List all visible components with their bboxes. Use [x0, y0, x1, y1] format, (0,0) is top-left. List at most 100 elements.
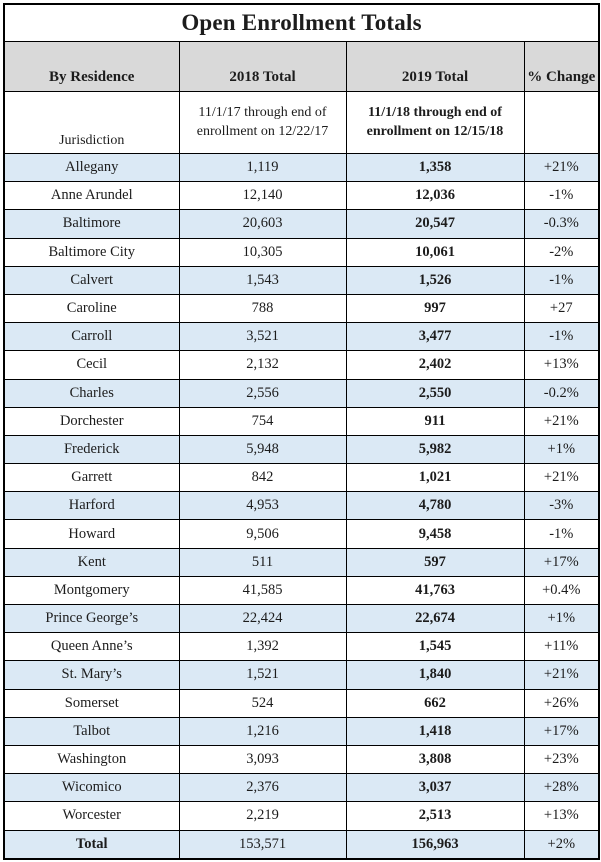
table-row: Washington 3,093 3,808 +23% — [3, 744, 600, 775]
total-2018-cell: 788 — [178, 293, 347, 324]
pct-change-cell: +21% — [523, 660, 600, 690]
total-2018-cell: 20,603 — [178, 209, 347, 239]
total-2018-cell: 1,543 — [178, 265, 347, 295]
total-2019-cell: 2,513 — [345, 801, 525, 831]
jurisdiction-cell: Montgomery — [3, 575, 180, 606]
total-row: Total 153,571 156,963 +2% — [3, 829, 600, 860]
total-2018-cell: 2,132 — [178, 350, 347, 380]
pct-change-cell: +0.4% — [523, 575, 600, 606]
pct-change-cell: +13% — [523, 350, 600, 380]
pct-change-cell: +17% — [523, 547, 600, 577]
total-2019-cell: 997 — [345, 293, 525, 324]
pct-change-cell: +1% — [523, 603, 600, 634]
table-row: Anne Arundel 12,140 12,036 -1% — [3, 181, 600, 211]
pct-change-cell: +11% — [523, 632, 600, 662]
empty-cell — [523, 91, 600, 154]
table-row: Dorchester 754 911 +21% — [3, 406, 600, 436]
jurisdiction-cell: Garrett — [3, 463, 180, 493]
total-2019-cell: 1,545 — [345, 632, 525, 662]
date-range-2019-note: 11/1/18 through end of enrollment on 12/… — [345, 91, 525, 154]
total-2018-cell: 1,521 — [178, 660, 347, 690]
title-row: Open Enrollment Totals — [3, 3, 600, 42]
table-row: Calvert 1,543 1,526 -1% — [3, 265, 600, 295]
table-row: Baltimore City 10,305 10,061 -2% — [3, 237, 600, 267]
jurisdiction-cell: Prince George’s — [3, 603, 180, 634]
table-row: Baltimore 20,603 20,547 -0.3% — [3, 209, 600, 239]
total-2018-cell: 842 — [178, 463, 347, 493]
total-2018-cell: 1,119 — [178, 152, 347, 183]
table-row: Talbot 1,216 1,418 +17% — [3, 716, 600, 746]
column-header-row: By Residence 2018 Total 2019 Total % Cha… — [3, 41, 600, 92]
jurisdiction-cell: Wicomico — [3, 773, 180, 803]
total-2018-cell: 5,948 — [178, 434, 347, 465]
pct-change-cell: -2% — [523, 237, 600, 267]
total-2018-cell: 3,521 — [178, 322, 347, 352]
date-range-2018-note: 11/1/17 through end of enrollment on 12/… — [178, 91, 347, 154]
total-2019-cell: 10,061 — [345, 237, 525, 267]
total-2018-cell: 12,140 — [178, 181, 347, 211]
table-row: Worcester 2,219 2,513 +13% — [3, 801, 600, 831]
table-row: Wicomico 2,376 3,037 +28% — [3, 773, 600, 803]
total-2019-cell: 5,982 — [345, 434, 525, 465]
total-2018-cell: 2,219 — [178, 801, 347, 831]
jurisdiction-cell: Washington — [3, 744, 180, 775]
total-2018-cell: 1,392 — [178, 632, 347, 662]
jurisdiction-cell: Calvert — [3, 265, 180, 295]
pct-change-cell: +21% — [523, 406, 600, 436]
total-2018-cell: 4,953 — [178, 491, 347, 521]
jurisdiction-cell: Carroll — [3, 322, 180, 352]
total-2018-cell: 1,216 — [178, 716, 347, 746]
total-2019-cell: 1,526 — [345, 265, 525, 295]
total-2019-cell: 3,477 — [345, 322, 525, 352]
total-2019-cell: 3,037 — [345, 773, 525, 803]
total-2019-cell: 2,550 — [345, 378, 525, 408]
total-2018-sum: 153,571 — [178, 829, 347, 860]
jurisdiction-cell: Caroline — [3, 293, 180, 324]
total-2019-cell: 2,402 — [345, 350, 525, 380]
total-2019-cell: 9,458 — [345, 519, 525, 549]
jurisdiction-cell: Somerset — [3, 688, 180, 718]
jurisdiction-cell: Cecil — [3, 350, 180, 380]
pct-change-cell: -1% — [523, 322, 600, 352]
pct-change-cell: -3% — [523, 491, 600, 521]
total-2019-cell: 911 — [345, 406, 525, 436]
jurisdiction-cell: Talbot — [3, 716, 180, 746]
total-2019-cell: 597 — [345, 547, 525, 577]
page-title: Open Enrollment Totals — [3, 3, 600, 42]
total-2019-cell: 662 — [345, 688, 525, 718]
total-label: Total — [3, 829, 180, 860]
table-row: Charles 2,556 2,550 -0.2% — [3, 378, 600, 408]
table-row: Queen Anne’s 1,392 1,545 +11% — [3, 632, 600, 662]
jurisdiction-cell: Charles — [3, 378, 180, 408]
total-2019-cell: 1,840 — [345, 660, 525, 690]
table-row: St. Mary’s 1,521 1,840 +21% — [3, 660, 600, 690]
total-2018-cell: 10,305 — [178, 237, 347, 267]
pct-change-cell: +1% — [523, 434, 600, 465]
jurisdiction-cell: St. Mary’s — [3, 660, 180, 690]
pct-change-cell: -1% — [523, 265, 600, 295]
pct-change-cell: +27 — [523, 293, 600, 324]
table-row: Carroll 3,521 3,477 -1% — [3, 322, 600, 352]
pct-change-cell: +17% — [523, 716, 600, 746]
table-row: Howard 9,506 9,458 -1% — [3, 519, 600, 549]
pct-change-cell: +21% — [523, 463, 600, 493]
pct-change-cell: +28% — [523, 773, 600, 803]
column-header-by-residence: By Residence — [3, 41, 180, 92]
total-2018-cell: 22,424 — [178, 603, 347, 634]
table-row: Kent 511 597 +17% — [3, 547, 600, 577]
jurisdiction-cell: Baltimore — [3, 209, 180, 239]
pct-change-cell: +13% — [523, 801, 600, 831]
total-2019-cell: 20,547 — [345, 209, 525, 239]
total-2018-cell: 524 — [178, 688, 347, 718]
jurisdiction-cell: Harford — [3, 491, 180, 521]
table-row: Frederick 5,948 5,982 +1% — [3, 434, 600, 465]
table-row: Harford 4,953 4,780 -3% — [3, 491, 600, 521]
jurisdiction-label: Jurisdiction — [3, 91, 180, 154]
pct-change-cell: -1% — [523, 181, 600, 211]
jurisdiction-cell: Frederick — [3, 434, 180, 465]
table-row: Montgomery 41,585 41,763 +0.4% — [3, 575, 600, 606]
enrollment-table: Open Enrollment Totals By Residence 2018… — [3, 3, 601, 860]
total-2019-cell: 1,021 — [345, 463, 525, 493]
jurisdiction-cell: Anne Arundel — [3, 181, 180, 211]
